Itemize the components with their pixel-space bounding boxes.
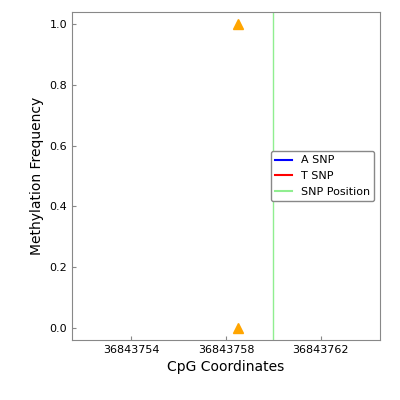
Y-axis label: Methylation Frequency: Methylation Frequency	[30, 97, 44, 255]
X-axis label: CpG Coordinates: CpG Coordinates	[167, 360, 285, 374]
Legend: A SNP, T SNP, SNP Position: A SNP, T SNP, SNP Position	[271, 151, 374, 201]
